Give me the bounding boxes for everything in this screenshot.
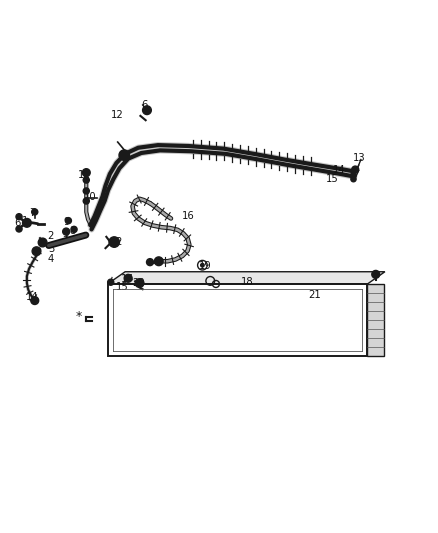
- Text: 4: 4: [48, 254, 54, 264]
- Text: 19: 19: [199, 261, 212, 271]
- Circle shape: [143, 106, 151, 115]
- Circle shape: [63, 228, 70, 235]
- Text: 7: 7: [29, 208, 35, 218]
- Polygon shape: [367, 284, 384, 356]
- Text: 6: 6: [141, 100, 148, 110]
- Text: 6: 6: [14, 218, 21, 228]
- Polygon shape: [108, 272, 385, 284]
- Circle shape: [71, 227, 77, 232]
- Circle shape: [16, 226, 22, 232]
- Circle shape: [372, 270, 380, 278]
- Circle shape: [32, 209, 38, 215]
- Text: 12: 12: [111, 110, 124, 119]
- Text: 16: 16: [182, 211, 195, 221]
- Text: 18: 18: [241, 277, 254, 287]
- Circle shape: [38, 238, 47, 247]
- Text: 5: 5: [62, 229, 68, 239]
- Text: 8: 8: [70, 225, 76, 236]
- Text: 11: 11: [78, 170, 91, 180]
- Circle shape: [109, 237, 120, 247]
- Circle shape: [16, 214, 22, 220]
- Text: 22: 22: [372, 290, 385, 300]
- Circle shape: [82, 169, 90, 176]
- Text: 13: 13: [353, 153, 366, 163]
- Circle shape: [119, 150, 130, 160]
- Text: 3: 3: [48, 244, 54, 254]
- Circle shape: [22, 219, 31, 227]
- Circle shape: [65, 217, 71, 224]
- Circle shape: [352, 166, 359, 173]
- Circle shape: [83, 177, 89, 183]
- Circle shape: [31, 297, 39, 304]
- Circle shape: [201, 263, 204, 267]
- Text: 14: 14: [333, 165, 346, 175]
- Circle shape: [147, 259, 153, 265]
- Circle shape: [154, 257, 163, 265]
- Text: 10: 10: [84, 192, 96, 201]
- Text: 9: 9: [64, 217, 70, 227]
- Circle shape: [124, 274, 132, 282]
- Text: 1: 1: [21, 216, 28, 225]
- Circle shape: [135, 279, 144, 287]
- Text: 2: 2: [115, 238, 122, 247]
- Circle shape: [351, 172, 356, 177]
- Text: 2: 2: [48, 231, 54, 241]
- Text: 17: 17: [121, 274, 134, 284]
- Text: 21: 21: [309, 290, 321, 300]
- Text: 20: 20: [132, 278, 145, 288]
- Circle shape: [108, 279, 114, 285]
- Circle shape: [32, 247, 41, 256]
- Text: 15: 15: [326, 174, 339, 184]
- Circle shape: [83, 188, 89, 194]
- Text: *: *: [75, 310, 81, 323]
- Circle shape: [83, 198, 89, 204]
- Circle shape: [351, 176, 356, 182]
- Text: 15: 15: [116, 281, 128, 292]
- Text: 14: 14: [26, 292, 39, 302]
